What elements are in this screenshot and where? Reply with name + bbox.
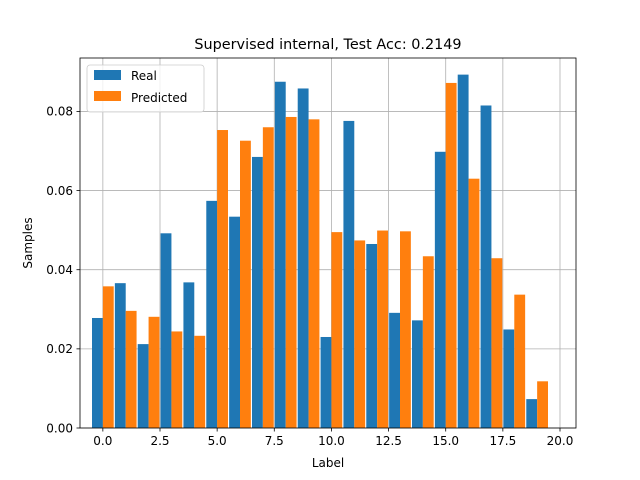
bar-predicted-15	[445, 82, 457, 428]
bar-real-7	[252, 156, 263, 428]
bar-predicted-5	[217, 130, 228, 428]
bar-predicted-14	[422, 256, 434, 428]
bar-predicted-12	[377, 230, 388, 428]
bar-predicted-17	[491, 258, 503, 428]
bar-real-19	[526, 399, 538, 428]
x-tick-label-4: 10.0	[318, 434, 345, 448]
x-tick-label-5: 12.5	[375, 434, 402, 448]
y-tick-label-3: 0.06	[46, 184, 73, 198]
bar-real-15	[434, 151, 446, 428]
y-tick-label-2: 0.04	[46, 263, 73, 277]
x-tick-label-8: 20.0	[547, 434, 574, 448]
x-tick-label-1: 2.5	[150, 434, 169, 448]
bar-real-12	[366, 243, 378, 428]
bar-predicted-18	[514, 294, 526, 428]
bar-real-14	[412, 320, 423, 428]
bar-real-9	[297, 88, 309, 429]
x-tick-label-6: 15.0	[432, 434, 459, 448]
chart-title: Supervised internal, Test Acc: 0.2149	[194, 37, 461, 53]
bar-real-17	[480, 105, 492, 428]
legend-label-real: Real	[131, 69, 157, 83]
legend-swatch-real	[94, 70, 121, 80]
bars-layer	[92, 74, 548, 429]
x-axis-label: Label	[312, 456, 344, 470]
y-tick-label-4: 0.08	[46, 105, 73, 119]
y-axis-label: Samples	[21, 217, 35, 268]
bar-predicted-10	[331, 232, 343, 428]
bar-predicted-8	[285, 116, 297, 428]
bar-real-16	[457, 74, 469, 428]
plot-frame	[79, 57, 577, 429]
bar-real-18	[503, 329, 515, 428]
bar-predicted-3	[171, 331, 183, 428]
legend-swatch-predicted	[94, 91, 121, 101]
bar-predicted-16	[468, 178, 480, 428]
ticks-layer: 0.0 2.5 5.0 7.5 10.0 12.5 15.0 17.5 20.0 0.00 0.02…	[46, 105, 573, 448]
x-tick-label-3: 7.5	[265, 434, 284, 448]
bar-real-10	[320, 336, 332, 428]
bar-predicted-0	[102, 286, 114, 428]
bar-predicted-7	[262, 127, 274, 428]
bar-real-1	[114, 283, 126, 428]
legend-label-predicted: Predicted	[131, 91, 187, 105]
bar-predicted-6	[240, 140, 251, 429]
bar-real-0	[92, 317, 103, 428]
bar-real-2	[137, 344, 149, 428]
bar-real-3	[160, 233, 172, 428]
y-tick-label-1: 0.02	[46, 342, 73, 356]
bar-real-13	[389, 312, 400, 428]
bar-real-5	[206, 200, 218, 428]
bar-predicted-19	[537, 381, 548, 428]
bar-predicted-11	[354, 240, 366, 428]
bar-real-11	[343, 120, 355, 428]
x-tick-label-7: 17.5	[489, 434, 516, 448]
bar-predicted-13	[400, 231, 411, 428]
y-tick-label-0: 0.00	[46, 421, 73, 435]
bar-real-6	[229, 216, 240, 428]
bar-real-4	[183, 282, 195, 428]
bar-predicted-2	[148, 316, 160, 428]
bar-predicted-9	[308, 119, 320, 428]
x-tick-label-2: 5.0	[208, 434, 227, 448]
bar-real-8	[274, 81, 286, 428]
bar-predicted-1	[125, 310, 137, 428]
x-tick-label-0: 0.0	[93, 434, 112, 448]
legend: Real Predicted	[86, 64, 205, 113]
bar-predicted-4	[194, 335, 206, 428]
